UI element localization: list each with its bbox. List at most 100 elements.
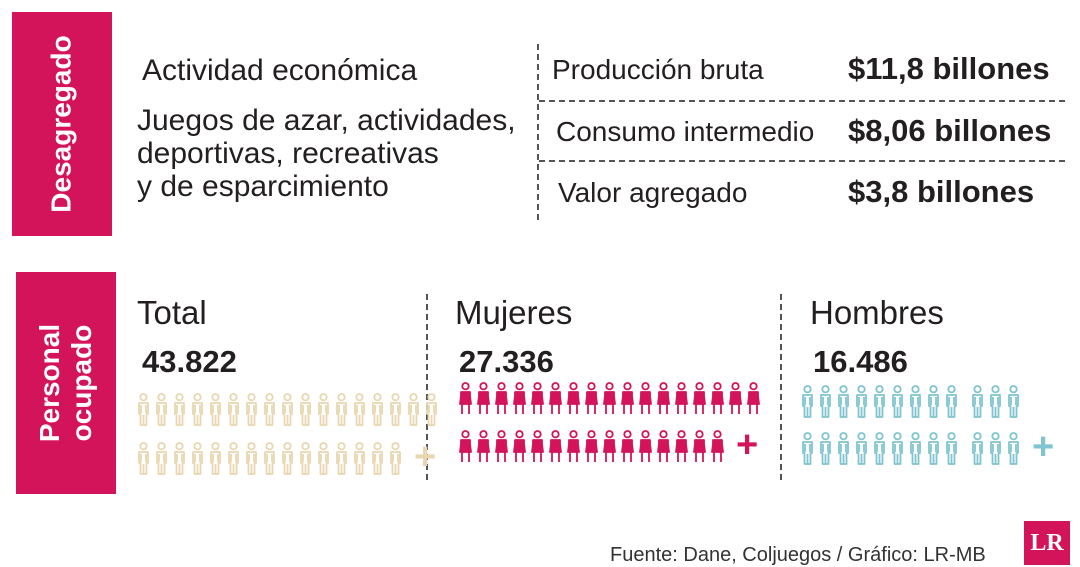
person-icon [192, 393, 203, 426]
group-divider [780, 294, 782, 480]
woman-icon [621, 382, 634, 414]
group-value-men: 16.486 [813, 344, 908, 379]
person-icon [372, 442, 383, 475]
activity-description-line: Juegos de azar, actividades, [137, 104, 516, 137]
woman-icon [531, 382, 544, 414]
woman-icon [459, 430, 472, 462]
person-icon [390, 442, 401, 475]
person-icon [174, 442, 185, 475]
person-icon [156, 442, 167, 475]
group-value-women: 27.336 [459, 344, 554, 379]
people-row-women-2: + [458, 426, 758, 464]
person-icon [856, 385, 867, 418]
person-icon [192, 442, 203, 475]
employment-tab-label: Personal ocupado [34, 324, 98, 442]
person-icon [928, 385, 939, 418]
person-icon [300, 393, 311, 426]
person-icon [138, 442, 149, 475]
person-icon [972, 432, 983, 465]
metric-label-gross-production: Producción bruta [552, 54, 764, 85]
person-icon [874, 432, 885, 465]
person-icon [990, 385, 1001, 418]
woman-icon [657, 382, 670, 414]
person-icon [354, 442, 365, 475]
person-icon [802, 432, 813, 465]
disaggregated-tab-label: Desagregado [46, 35, 77, 213]
metric-label-value-added: Valor agregado [558, 177, 748, 208]
person-icon [336, 442, 347, 475]
person-icon [282, 393, 293, 426]
people-row-men-1 [800, 385, 1024, 419]
group-divider [426, 294, 428, 480]
person-icon [838, 385, 849, 418]
woman-icon [711, 430, 724, 462]
person-icon [946, 432, 957, 465]
metrics-divider [537, 44, 539, 220]
metrics-row-divider [539, 100, 1065, 102]
woman-icon [567, 430, 580, 462]
person-icon [820, 432, 831, 465]
woman-icon [549, 430, 562, 462]
people-row-total-1 [136, 393, 442, 427]
person-icon [892, 385, 903, 418]
person-icon [318, 393, 329, 426]
person-icon [1008, 432, 1019, 465]
group-label-men: Hombres [810, 294, 944, 331]
person-icon [228, 393, 239, 426]
disaggregated-tab: Desagregado [12, 12, 112, 236]
activity-description-line: deportivas, recreativas [137, 137, 439, 170]
person-icon [282, 442, 293, 475]
person-icon [910, 432, 921, 465]
group-label-women: Mujeres [455, 294, 573, 331]
person-icon [892, 432, 903, 465]
group-label-total: Total [137, 294, 207, 331]
woman-icon [729, 382, 742, 414]
woman-icon [693, 382, 706, 414]
person-icon [946, 385, 957, 418]
woman-icon [657, 430, 670, 462]
woman-icon [585, 382, 598, 414]
person-icon [336, 393, 347, 426]
plus-sign: + [1032, 426, 1055, 468]
woman-icon [675, 382, 688, 414]
activity-title: Actividad económica [142, 54, 418, 87]
person-icon [264, 442, 275, 475]
person-icon [246, 442, 257, 475]
metric-value-intermediate-consumption: $8,06 billones [848, 113, 1052, 148]
person-icon [1008, 385, 1019, 418]
metric-label-intermediate-consumption: Consumo intermedio [556, 116, 815, 147]
lr-logo: LR [1024, 521, 1070, 565]
metrics-row-divider [539, 160, 1065, 162]
person-icon [210, 442, 221, 475]
people-row-total-2: + [136, 438, 436, 476]
woman-icon [585, 430, 598, 462]
woman-icon [459, 382, 472, 414]
woman-icon [603, 430, 616, 462]
woman-icon [639, 382, 652, 414]
person-icon [390, 393, 401, 426]
woman-icon [477, 382, 490, 414]
person-icon [228, 442, 239, 475]
person-icon [990, 432, 1001, 465]
person-icon [372, 393, 383, 426]
woman-icon [513, 430, 526, 462]
person-icon [156, 393, 167, 426]
person-icon [928, 432, 939, 465]
metric-value-gross-production: $11,8 billones [848, 51, 1050, 86]
woman-icon [621, 430, 634, 462]
metric-value-value-added: $3,8 billones [848, 174, 1035, 209]
person-icon [972, 385, 983, 418]
person-icon [174, 393, 185, 426]
woman-icon [495, 430, 508, 462]
activity-description-line: y de esparcimiento [137, 170, 389, 203]
person-icon [318, 442, 329, 475]
person-icon [838, 432, 849, 465]
woman-icon [477, 430, 490, 462]
woman-icon [567, 382, 580, 414]
people-row-women-1 [458, 382, 764, 416]
woman-icon [495, 382, 508, 414]
source-credit: Fuente: Dane, Coljuegos / Gráfico: LR-MB [610, 544, 986, 566]
woman-icon [711, 382, 724, 414]
person-icon [210, 393, 221, 426]
person-icon [820, 385, 831, 418]
